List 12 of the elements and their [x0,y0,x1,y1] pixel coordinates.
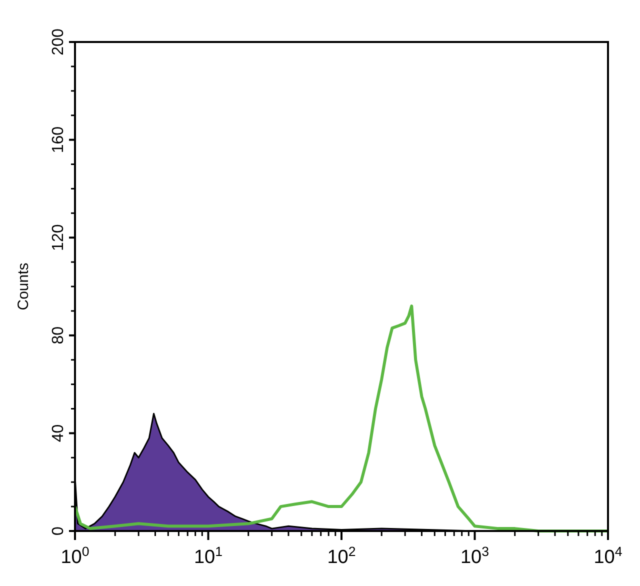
y-tick-label: 200 [50,28,67,56]
y-tick-label: 0 [50,526,67,536]
y-tick-label: 120 [50,224,67,251]
x-tick-label: 10$^{3}$ [460,544,490,568]
x-tick-label: 10$^{2}$ [327,544,356,568]
x-tick-label: 10$^{0}$ [60,544,90,568]
x-tick-label: 10$^{1}$ [194,544,223,568]
y-tick-label: 160 [50,126,67,154]
x-tick-label: 10$^{4}$ [594,544,622,568]
y-axis-title: Counts [15,262,32,310]
y-tick-label: 80 [50,326,67,344]
y-tick-label: 40 [50,424,67,442]
